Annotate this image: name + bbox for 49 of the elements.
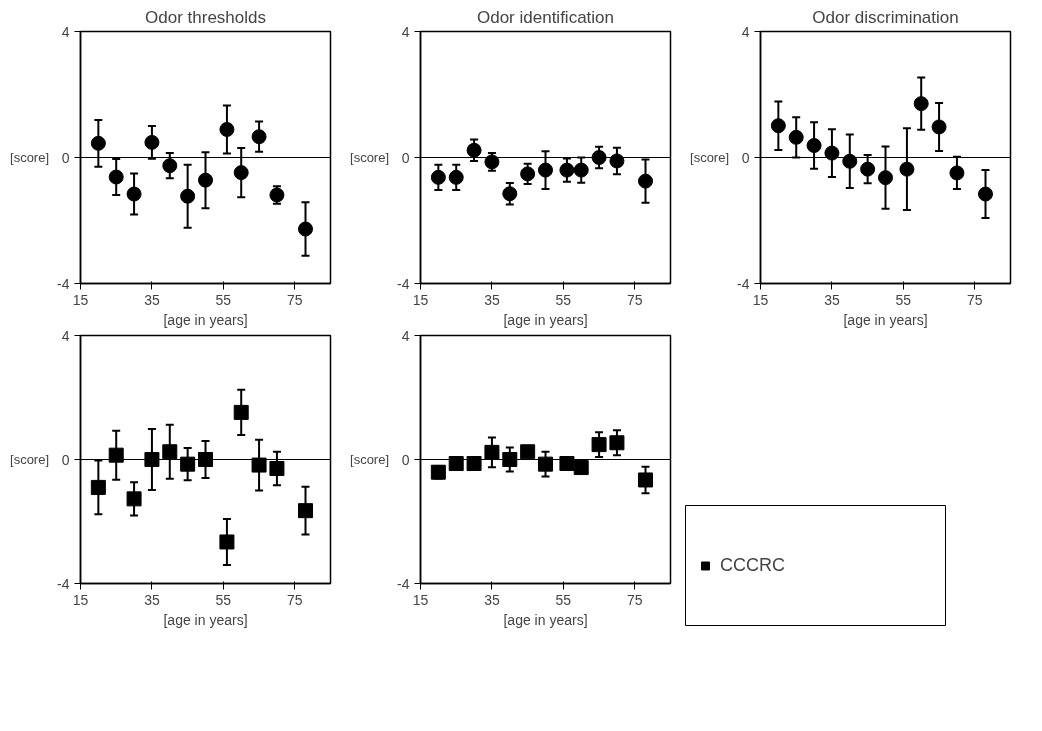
- y-tick-label: 4: [61, 23, 70, 40]
- y-tick-label: -4: [397, 275, 410, 292]
- chart-title: Odor thresholds: [145, 7, 266, 27]
- x-tick-label: 55: [215, 591, 232, 608]
- y-tick-label: 0: [741, 149, 750, 166]
- x-tick-label: 15: [752, 291, 769, 308]
- y-axis-title: [score]: [690, 150, 730, 165]
- x-tick-label: 35: [144, 291, 160, 308]
- x-tick-label: 35: [144, 591, 160, 608]
- x-axis-title: [age in years]: [163, 311, 248, 328]
- y-tick-label: 0: [401, 149, 410, 166]
- y-tick-label: -4: [397, 575, 410, 592]
- x-axis-title: [age in years]: [843, 311, 928, 328]
- x-tick-label: 35: [484, 291, 500, 308]
- x-tick-label: 15: [412, 291, 429, 308]
- x-tick-label: 75: [627, 291, 643, 308]
- x-tick-label: 15: [412, 591, 429, 608]
- chart-title: Odor discrimination: [812, 7, 959, 27]
- y-tick-label: 0: [401, 451, 410, 468]
- x-tick-label: 15: [72, 591, 89, 608]
- x-tick-label: 35: [824, 291, 840, 308]
- x-tick-label: 75: [287, 291, 303, 308]
- y-tick-label: 0: [61, 149, 70, 166]
- y-tick-label: -4: [57, 275, 70, 292]
- x-tick-label: 15: [72, 291, 89, 308]
- x-tick-label: 75: [967, 291, 983, 308]
- x-axis-title: [age in years]: [163, 611, 248, 628]
- y-tick-label: -4: [737, 275, 750, 292]
- x-tick-label: 55: [555, 291, 572, 308]
- y-tick-label: -4: [57, 575, 70, 592]
- x-axis-title: [age in years]: [503, 311, 588, 328]
- legend-label: CCCRC: [720, 554, 785, 576]
- x-tick-label: 35: [484, 591, 500, 608]
- y-tick-label: 4: [741, 23, 750, 40]
- x-axis-title: [age in years]: [503, 611, 588, 628]
- y-axis-title: [score]: [350, 150, 390, 165]
- x-tick-label: 55: [895, 291, 912, 308]
- y-tick-label: 4: [61, 327, 70, 344]
- y-tick-label: 4: [401, 327, 410, 344]
- y-tick-label: 0: [61, 451, 70, 468]
- y-axis-title: [score]: [10, 150, 50, 165]
- x-tick-label: 55: [215, 291, 232, 308]
- y-axis-title: [score]: [10, 452, 50, 467]
- chart-title: Odor identification: [476, 7, 615, 27]
- y-axis-title: [score]: [350, 452, 390, 467]
- x-tick-label: 55: [555, 591, 572, 608]
- y-tick-label: 4: [401, 23, 410, 40]
- x-tick-label: 75: [287, 591, 303, 608]
- x-tick-label: 75: [627, 591, 643, 608]
